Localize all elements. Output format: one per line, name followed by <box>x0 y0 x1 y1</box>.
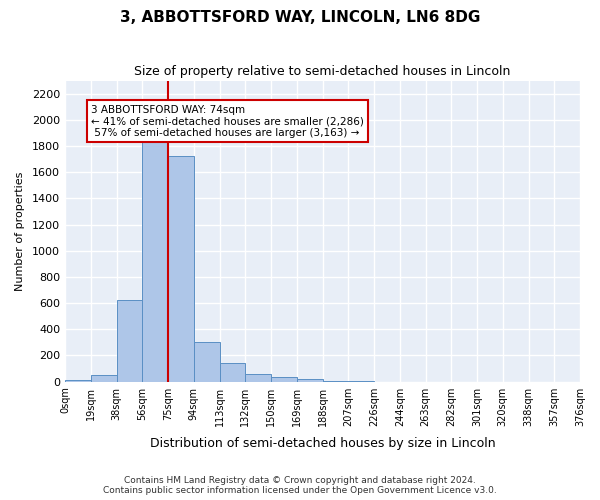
Bar <box>245 374 271 382</box>
Bar <box>142 141 168 382</box>
Text: 3, ABBOTTSFORD WAY, LINCOLN, LN6 8DG: 3, ABBOTTSFORD WAY, LINCOLN, LN6 8DG <box>120 10 480 25</box>
Y-axis label: Number of properties: Number of properties <box>15 172 25 291</box>
Bar <box>220 364 245 382</box>
Bar <box>194 342 220 382</box>
Text: Contains HM Land Registry data © Crown copyright and database right 2024.
Contai: Contains HM Land Registry data © Crown c… <box>103 476 497 495</box>
Bar <box>116 300 142 382</box>
Bar <box>168 156 194 382</box>
Bar <box>323 381 348 382</box>
Bar <box>91 375 116 382</box>
Bar <box>65 380 91 382</box>
Bar <box>271 377 297 382</box>
Text: 3 ABBOTTSFORD WAY: 74sqm
← 41% of semi-detached houses are smaller (2,286)
 57% : 3 ABBOTTSFORD WAY: 74sqm ← 41% of semi-d… <box>91 104 364 138</box>
Bar <box>297 379 323 382</box>
Title: Size of property relative to semi-detached houses in Lincoln: Size of property relative to semi-detach… <box>134 65 511 78</box>
X-axis label: Distribution of semi-detached houses by size in Lincoln: Distribution of semi-detached houses by … <box>150 437 496 450</box>
